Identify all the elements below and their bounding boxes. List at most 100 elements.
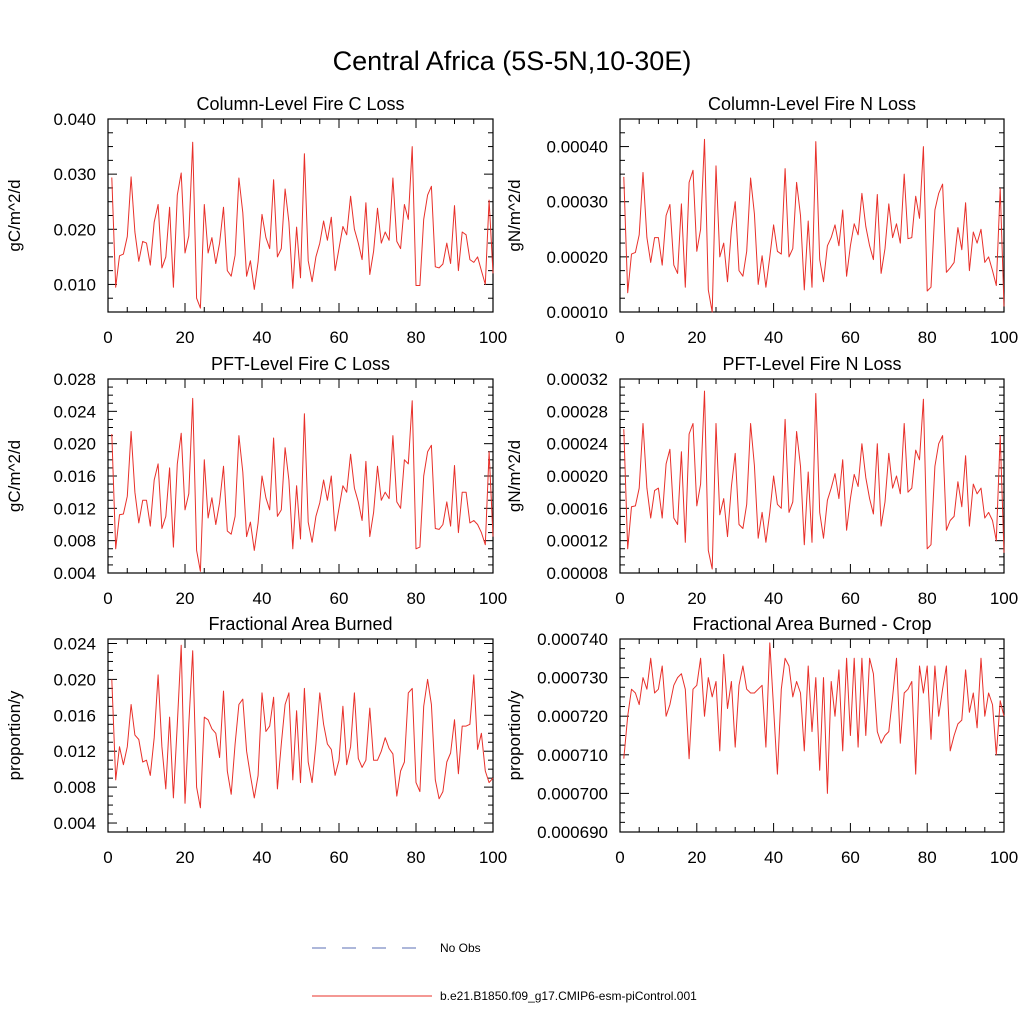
y-tick-label: 0.00016	[547, 499, 608, 518]
plot-frame	[107, 118, 494, 313]
y-tick-label: 0.000720	[537, 707, 608, 726]
x-tick-label: 0	[103, 589, 112, 608]
x-tick-label: 60	[841, 589, 860, 608]
y-tick-label: 0.000730	[537, 669, 608, 688]
panel-title: Column-Level Fire C Loss	[196, 94, 404, 114]
y-tick-label: 0.00020	[547, 467, 608, 486]
y-axis-label: gC/m^2/d	[5, 440, 24, 512]
x-tick-label: 0	[615, 848, 624, 867]
y-axis-label: gC/m^2/d	[5, 179, 24, 251]
plot-frame	[107, 638, 494, 833]
plot-frame	[107, 378, 494, 574]
y-tick-label: 0.024	[53, 402, 96, 421]
x-tick-label: 60	[330, 589, 349, 608]
figure-title: Central Africa (5S-5N,10-30E)	[333, 46, 692, 76]
x-tick-label: 100	[479, 848, 507, 867]
y-tick-label: 0.008	[53, 532, 96, 551]
x-tick-label: 20	[687, 328, 706, 347]
x-tick-label: 80	[407, 328, 426, 347]
y-tick-label: 0.00012	[547, 532, 608, 551]
y-tick-label: 0.016	[53, 706, 96, 725]
y-tick-label: 0.040	[53, 110, 96, 129]
x-tick-label: 40	[253, 328, 272, 347]
x-tick-label: 0	[615, 328, 624, 347]
y-tick-label: 0.024	[53, 634, 96, 653]
y-tick-label: 0.000710	[537, 746, 608, 765]
x-tick-label: 0	[103, 848, 112, 867]
series-line	[623, 642, 1005, 794]
y-tick-label: 0.020	[53, 435, 96, 454]
panel-title: Fractional Area Burned	[208, 614, 392, 634]
x-tick-label: 60	[841, 328, 860, 347]
panel-6: Fractional Area Burned - Crop proportion/…	[505, 614, 1018, 867]
panel-title: Column-Level Fire N Loss	[708, 94, 916, 114]
panel-2: Column-Level Fire N Loss gN/m^2/d 0 20 40 60 8…	[505, 94, 1018, 347]
x-tick-label: 20	[687, 848, 706, 867]
panel-1: Column-Level Fire C Loss gC/m^2/d 0 20 40 60 8…	[5, 94, 507, 347]
x-tick-label: 20	[176, 328, 195, 347]
y-tick-label: 0.00040	[547, 138, 608, 157]
y-tick-label: 0.004	[53, 564, 96, 583]
x-tick-label: 80	[918, 848, 937, 867]
y-axis-label: proportion/y	[5, 690, 24, 780]
series-line	[111, 397, 494, 572]
y-tick-label: 0.00024	[547, 435, 608, 454]
y-tick-label: 0.016	[53, 467, 96, 486]
y-tick-label: 0.020	[53, 220, 96, 239]
x-tick-label: 40	[764, 848, 783, 867]
x-tick-label: 40	[764, 589, 783, 608]
y-tick-label: 0.00032	[547, 370, 608, 389]
series-line	[111, 644, 494, 809]
y-tick-label: 0.008	[53, 778, 96, 797]
x-tick-label: 100	[479, 328, 507, 347]
x-tick-label: 20	[687, 589, 706, 608]
x-tick-label: 60	[330, 328, 349, 347]
y-tick-label: 0.000690	[537, 823, 608, 842]
legend-label-model: b.e21.B1850.f09_g17.CMIP6-esm-piControl.…	[440, 989, 697, 1003]
x-tick-label: 100	[479, 589, 507, 608]
panel-5: Fractional Area Burned proportion/y 0 20 40 6…	[5, 614, 507, 867]
y-tick-label: 0.020	[53, 670, 96, 689]
y-tick-label: 0.028	[53, 370, 96, 389]
panel-title: PFT-Level Fire C Loss	[211, 354, 390, 374]
y-tick-label: 0.00030	[547, 193, 608, 212]
x-tick-label: 100	[990, 328, 1018, 347]
x-tick-label: 80	[918, 328, 937, 347]
series-line	[623, 390, 1005, 570]
legend-label-no-obs: No Obs	[440, 941, 481, 955]
legend: No Obs b.e21.B1850.f09_g17.CMIP6-esm-piC…	[312, 941, 697, 1003]
x-tick-label: 40	[764, 328, 783, 347]
y-tick-label: 0.012	[53, 499, 96, 518]
y-tick-label: 0.00010	[547, 303, 608, 322]
x-tick-label: 80	[918, 589, 937, 608]
x-tick-label: 0	[615, 589, 624, 608]
panels: Column-Level Fire C Loss gC/m^2/d 0 20 40 60 8…	[5, 94, 1018, 867]
y-tick-label: 0.00020	[547, 248, 608, 267]
x-tick-label: 40	[253, 589, 272, 608]
series-line	[111, 141, 494, 309]
y-tick-label: 0.012	[53, 742, 96, 761]
x-tick-label: 80	[407, 848, 426, 867]
series-line	[623, 138, 1005, 313]
y-axis-label: gN/m^2/d	[505, 179, 524, 251]
x-tick-label: 60	[330, 848, 349, 867]
y-axis-label: proportion/y	[505, 690, 524, 780]
panel-title: PFT-Level Fire N Loss	[722, 354, 901, 374]
y-tick-label: 0.030	[53, 165, 96, 184]
plot-frame	[619, 378, 1005, 574]
x-tick-label: 20	[176, 589, 195, 608]
y-axis-label: gN/m^2/d	[505, 440, 524, 512]
x-tick-label: 100	[990, 589, 1018, 608]
y-tick-label: 0.004	[53, 814, 96, 833]
x-tick-label: 80	[407, 589, 426, 608]
y-tick-label: 0.00008	[547, 564, 608, 583]
y-tick-label: 0.010	[53, 275, 96, 294]
y-tick-label: 0.000700	[537, 784, 608, 803]
x-tick-label: 0	[103, 328, 112, 347]
panel-3: PFT-Level Fire C Loss gC/m^2/d 0 20 40 60 80 10…	[5, 354, 507, 608]
panel-title: Fractional Area Burned - Crop	[692, 614, 931, 634]
x-tick-label: 100	[990, 848, 1018, 867]
x-tick-label: 40	[253, 848, 272, 867]
x-tick-label: 20	[176, 848, 195, 867]
